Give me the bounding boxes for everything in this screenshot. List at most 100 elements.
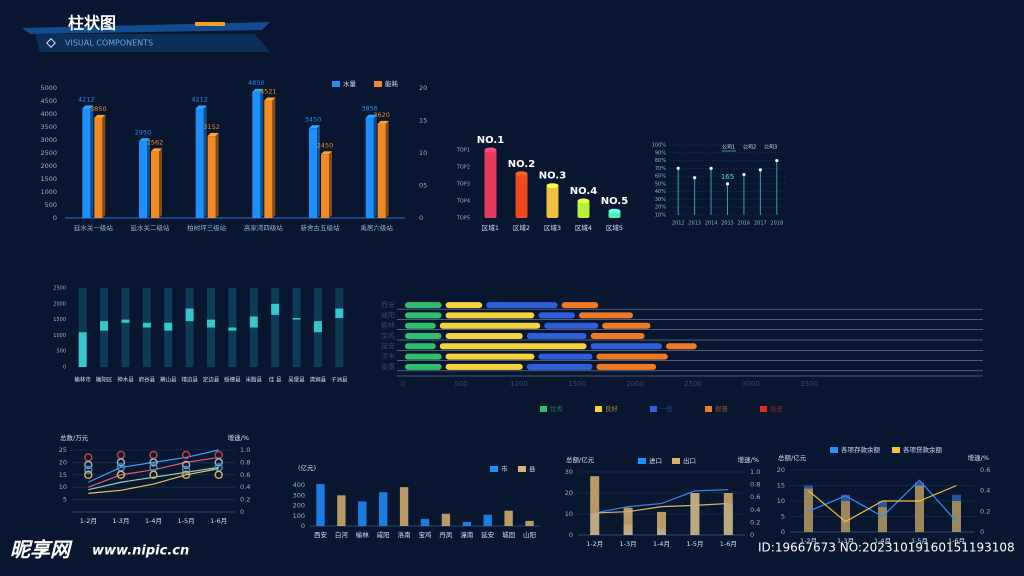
- x-tick-label: 区域1: [482, 223, 499, 232]
- x-tick-label: 延安: [481, 530, 495, 539]
- x-tick-label: 榆阳区: [96, 376, 113, 384]
- x-tick-label: 1-5月: [178, 517, 195, 525]
- x-tick-label: 2016: [738, 221, 751, 227]
- x-tick-label: 1-6月: [210, 517, 227, 525]
- bar-side: [385, 120, 389, 218]
- header-icon: [46, 38, 56, 48]
- rank-label: NO.2: [508, 159, 535, 170]
- y-tick-label: 3000: [40, 136, 57, 144]
- y-tick-label: 宝鸡: [381, 331, 395, 340]
- x-tick-label: 区域3: [544, 223, 561, 232]
- x-tick-label: 区域5: [606, 223, 623, 232]
- y-axis-title: (亿元): [298, 463, 316, 472]
- value-label: 2562: [147, 138, 164, 146]
- bar-top: [515, 171, 528, 177]
- y-tick-label: 0: [63, 365, 66, 371]
- bar-segment: [590, 333, 645, 339]
- y-tick-label: 0: [980, 528, 984, 536]
- bar: [841, 501, 850, 532]
- bar-segment: [590, 343, 662, 350]
- y-tick-label: 0: [569, 531, 573, 539]
- legend-label: 极差: [770, 404, 784, 413]
- legend-label: 优秀: [550, 404, 564, 413]
- x-tick-label: 定边县: [203, 376, 220, 384]
- dot: [742, 172, 746, 177]
- x-tick-label: 1-3月: [112, 517, 129, 525]
- y-tick-label: 5: [781, 513, 785, 521]
- page-subtitle: VISUAL COMPONENTS: [65, 39, 153, 48]
- x-tick-label: 1-2月: [586, 540, 603, 548]
- bar: [441, 513, 451, 526]
- line: [88, 468, 219, 494]
- track: [78, 288, 87, 367]
- bar-segment: [596, 353, 668, 360]
- bar: [264, 100, 273, 218]
- bar-top: [151, 148, 162, 152]
- bar-side: [102, 114, 106, 218]
- track: [185, 288, 194, 367]
- x-tick-label: 府谷县: [139, 376, 156, 384]
- legend-label: 一般: [660, 404, 674, 413]
- dot: [758, 168, 762, 172]
- y2-axis-title: 增速/%: [738, 455, 759, 464]
- bar: [379, 492, 388, 526]
- bar-top: [546, 183, 559, 189]
- y-tick-label: 40%: [655, 189, 666, 195]
- point: [214, 470, 223, 480]
- watermark-url: www.nipic.cn: [92, 544, 189, 559]
- bar-segment: [405, 302, 442, 309]
- y-tick-label: 0.4: [750, 506, 760, 514]
- x-tick-label: 米脂县: [246, 376, 263, 384]
- bar-side: [272, 97, 276, 218]
- bar-segment: [445, 363, 523, 370]
- bar-side: [329, 151, 332, 218]
- x-tick-label: 西安: [314, 530, 328, 539]
- bar: [309, 128, 317, 218]
- x-tick-label: 1-4月: [874, 537, 891, 545]
- line: [88, 466, 219, 491]
- header-plate: [35, 34, 270, 52]
- y-tick-label: 2000: [53, 301, 66, 307]
- legend-swatch: [490, 466, 498, 472]
- bar: [462, 521, 471, 526]
- point: [84, 453, 93, 462]
- legend-label: 很差: [715, 404, 729, 413]
- y2-axis-title: 增速/%: [228, 433, 249, 442]
- bar-side: [215, 133, 219, 218]
- bar-top: [309, 125, 320, 129]
- bar: [94, 117, 103, 218]
- value-label: 2450: [317, 141, 334, 149]
- bar-top: [377, 120, 389, 124]
- y-tick-label: 0.2: [750, 518, 760, 526]
- x-tick-label: 1-2月: [800, 537, 817, 545]
- value-label: 3850: [90, 105, 107, 113]
- bar-side: [203, 105, 207, 218]
- bar-segment: [602, 322, 651, 329]
- y-tick-label: 5000: [40, 84, 57, 92]
- bar-segment: [405, 322, 436, 329]
- x-tick-label: 1000: [510, 380, 528, 388]
- x-tick-label: 丹凤: [439, 531, 453, 539]
- bar-top: [252, 88, 264, 92]
- range-bar: [292, 318, 301, 320]
- point: [181, 465, 191, 475]
- y-tick-label: 0: [419, 214, 423, 222]
- track: [271, 288, 280, 367]
- line: [88, 456, 219, 488]
- y-tick-label: 西安: [381, 300, 395, 309]
- bar-top: [195, 105, 207, 109]
- value-label: 3450: [305, 115, 322, 123]
- x-tick-label: 子洲县: [331, 377, 348, 384]
- line: [88, 449, 219, 483]
- y-tick-label: 10: [419, 149, 427, 157]
- header-accent: [195, 22, 225, 26]
- y-tick-label: 10: [777, 497, 785, 505]
- x-tick-label: 1-2月: [80, 517, 97, 525]
- y-tick-label: 1500: [40, 175, 57, 183]
- range-bar: [313, 321, 322, 333]
- y-tick-label: 20%: [655, 205, 666, 211]
- rank-label: NO.4: [570, 186, 597, 197]
- y-tick-label: TOP1: [456, 148, 470, 154]
- line: [594, 502, 729, 514]
- legend-swatch: [830, 447, 838, 453]
